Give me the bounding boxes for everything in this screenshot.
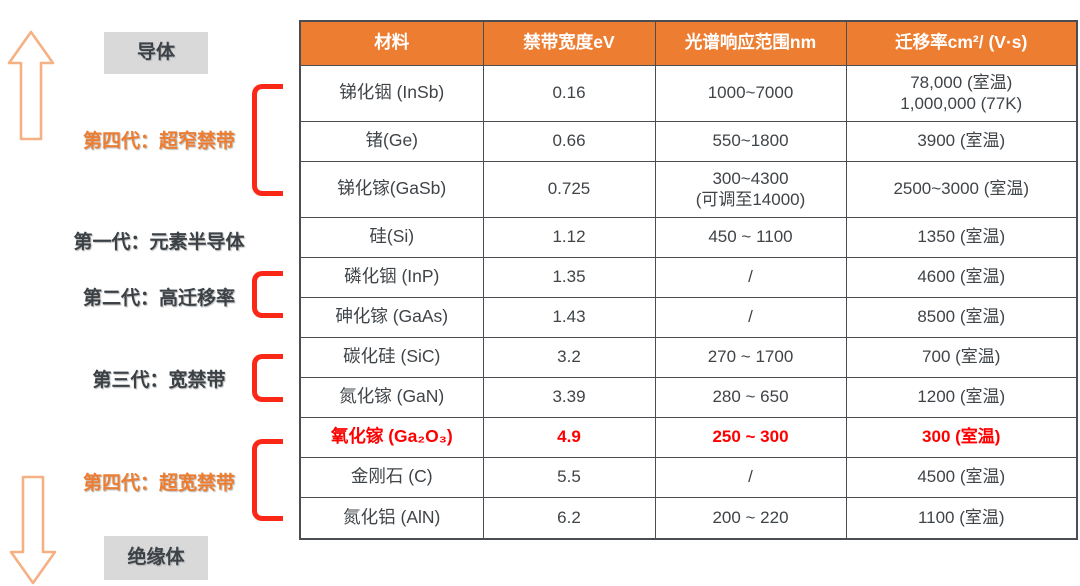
bracket-gen3 [252, 354, 283, 402]
table-row: 金刚石 (C) 5.5 / 4500 (室温) [299, 456, 1078, 498]
cell-bandgap: 0.16 [482, 64, 656, 122]
cell-spectral: / [654, 296, 847, 338]
table-row: 氮化镓 (GaN) 3.39 280 ~ 650 1200 (室温) [299, 376, 1078, 418]
cell-material: 氮化镓 (GaN) [299, 376, 484, 418]
cell-spectral: 250 ~ 300 [654, 416, 847, 458]
cell-bandgap: 3.2 [482, 336, 656, 378]
cell-spectral: / [654, 256, 847, 298]
cell-bandgap: 4.9 [482, 416, 656, 458]
label-gen4-ultra-narrow-bandgap: 第四代：超窄禁带 [82, 131, 235, 152]
cell-material: 氧化镓 (Ga₂O₃) [299, 416, 484, 458]
cell-mobility: 1200 (室温) [845, 376, 1078, 418]
arrow-down-icon [8, 475, 58, 586]
cell-bandgap: 3.39 [482, 376, 656, 418]
bracket-gen2 [252, 271, 283, 318]
cell-bandgap: 1.43 [482, 296, 656, 338]
table-header-row: 材料 禁带宽度eV 光谱响应范围nm 迁移率cm²/ (V·s) [299, 20, 1078, 66]
label-gen3-wide-bandgap: 第三代：宽禁带 [92, 370, 226, 391]
cell-mobility: 700 (室温) [845, 336, 1078, 378]
table-row: 锑化镓(GaSb) 0.725 300~4300 (可调至14000) 2500… [299, 160, 1078, 218]
header-material: 材料 [299, 20, 484, 66]
label-gen1-elemental-semiconductor: 第一代：元素半导体 [73, 232, 245, 253]
cell-spectral: 1000~7000 [654, 64, 847, 122]
table-row: 氮化铝 (AlN) 6.2 200 ~ 220 1100 (室温) [299, 496, 1078, 540]
cell-mobility: 4500 (室温) [845, 456, 1078, 498]
cell-mobility: 3900 (室温) [845, 120, 1078, 162]
insulator-box: 绝缘体 [104, 536, 208, 580]
conductor-box: 导体 [104, 32, 208, 74]
table-row-gallium-oxide-highlight: 氧化镓 (Ga₂O₃) 4.9 250 ~ 300 300 (室温) [299, 416, 1078, 458]
cell-material: 硅(Si) [299, 216, 484, 258]
table-row: 碳化硅 (SiC) 3.2 270 ~ 1700 700 (室温) [299, 336, 1078, 378]
header-bandgap: 禁带宽度eV [482, 20, 656, 66]
cell-material: 氮化铝 (AlN) [299, 496, 484, 540]
cell-spectral: 280 ~ 650 [654, 376, 847, 418]
cell-bandgap: 6.2 [482, 496, 656, 540]
cell-material: 碳化硅 (SiC) [299, 336, 484, 378]
table-row: 硅(Si) 1.12 450 ~ 1100 1350 (室温) [299, 216, 1078, 258]
materials-table: 材料 禁带宽度eV 光谱响应范围nm 迁移率cm²/ (V·s) 锑化铟 (In… [299, 20, 1078, 540]
label-gen2-high-mobility: 第二代：高迁移率 [82, 288, 235, 309]
table-row: 砷化镓 (GaAs) 1.43 / 8500 (室温) [299, 296, 1078, 338]
cell-mobility: 2500~3000 (室温) [845, 160, 1078, 218]
cell-spectral: 270 ~ 1700 [654, 336, 847, 378]
cell-mobility: 1100 (室温) [845, 496, 1078, 540]
cell-mobility: 1350 (室温) [845, 216, 1078, 258]
cell-bandgap: 1.12 [482, 216, 656, 258]
cell-material: 磷化铟 (InP) [299, 256, 484, 298]
cell-mobility: 300 (室温) [845, 416, 1078, 458]
cell-bandgap: 5.5 [482, 456, 656, 498]
table-row: 锑化铟 (InSb) 0.16 1000~7000 78,000 (室温) 1,… [299, 64, 1078, 122]
cell-bandgap: 0.725 [482, 160, 656, 218]
cell-mobility: 8500 (室温) [845, 296, 1078, 338]
cell-mobility: 78,000 (室温) 1,000,000 (77K) [845, 64, 1078, 122]
cell-bandgap: 1.35 [482, 256, 656, 298]
cell-bandgap: 0.66 [482, 120, 656, 162]
cell-spectral: 550~1800 [654, 120, 847, 162]
cell-material: 金刚石 (C) [299, 456, 484, 498]
cell-spectral: 300~4300 (可调至14000) [654, 160, 847, 218]
bracket-gen4-wide [252, 439, 283, 521]
cell-mobility: 4600 (室温) [845, 256, 1078, 298]
bracket-gen4-narrow [252, 84, 283, 196]
header-spectral-range: 光谱响应范围nm [654, 20, 847, 66]
table-row: 锗(Ge) 0.66 550~1800 3900 (室温) [299, 120, 1078, 162]
cell-material: 锑化镓(GaSb) [299, 160, 484, 218]
cell-spectral: 200 ~ 220 [654, 496, 847, 540]
cell-spectral: / [654, 456, 847, 498]
arrow-up-icon [6, 30, 56, 147]
table-row: 磷化铟 (InP) 1.35 / 4600 (室温) [299, 256, 1078, 298]
header-mobility: 迁移率cm²/ (V·s) [845, 20, 1078, 66]
cell-material: 锗(Ge) [299, 120, 484, 162]
cell-spectral: 450 ~ 1100 [654, 216, 847, 258]
cell-material: 砷化镓 (GaAs) [299, 296, 484, 338]
label-gen4-ultra-wide-bandgap: 第四代：超宽禁带 [82, 473, 235, 494]
cell-material: 锑化铟 (InSb) [299, 64, 484, 122]
